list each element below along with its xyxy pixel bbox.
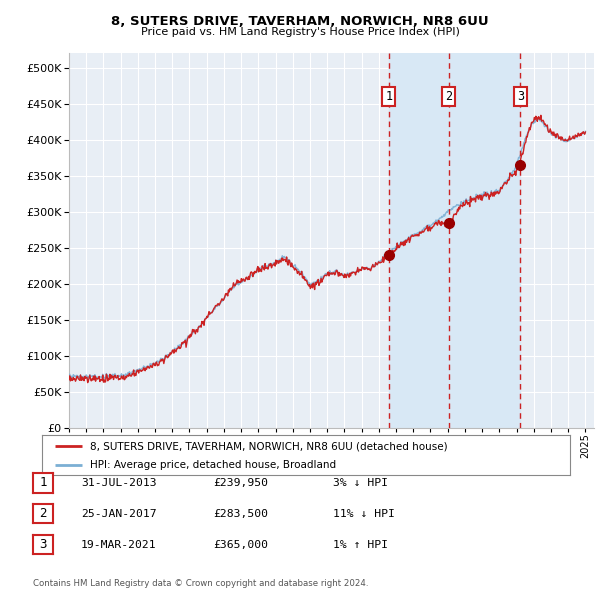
Text: 19-MAR-2021: 19-MAR-2021 bbox=[81, 540, 157, 549]
Text: £365,000: £365,000 bbox=[213, 540, 268, 549]
Text: 1: 1 bbox=[385, 90, 392, 103]
Text: 31-JUL-2013: 31-JUL-2013 bbox=[81, 478, 157, 488]
Text: 2: 2 bbox=[39, 507, 47, 520]
Text: £283,500: £283,500 bbox=[213, 509, 268, 519]
Text: 8, SUTERS DRIVE, TAVERHAM, NORWICH, NR8 6UU (detached house): 8, SUTERS DRIVE, TAVERHAM, NORWICH, NR8 … bbox=[89, 441, 447, 451]
Text: 3: 3 bbox=[517, 90, 524, 103]
Text: 3% ↓ HPI: 3% ↓ HPI bbox=[333, 478, 388, 488]
Text: £239,950: £239,950 bbox=[213, 478, 268, 488]
Text: HPI: Average price, detached house, Broadland: HPI: Average price, detached house, Broa… bbox=[89, 460, 335, 470]
Text: 11% ↓ HPI: 11% ↓ HPI bbox=[333, 509, 395, 519]
Text: Price paid vs. HM Land Registry's House Price Index (HPI): Price paid vs. HM Land Registry's House … bbox=[140, 27, 460, 37]
Text: 25-JAN-2017: 25-JAN-2017 bbox=[81, 509, 157, 519]
Text: 1: 1 bbox=[39, 476, 47, 490]
Text: 1% ↑ HPI: 1% ↑ HPI bbox=[333, 540, 388, 549]
Bar bbox=[389, 53, 520, 428]
Text: 3: 3 bbox=[39, 537, 47, 551]
Text: Contains HM Land Registry data © Crown copyright and database right 2024.: Contains HM Land Registry data © Crown c… bbox=[33, 579, 368, 588]
Text: 8, SUTERS DRIVE, TAVERHAM, NORWICH, NR8 6UU: 8, SUTERS DRIVE, TAVERHAM, NORWICH, NR8 … bbox=[111, 15, 489, 28]
Text: 2: 2 bbox=[445, 90, 452, 103]
